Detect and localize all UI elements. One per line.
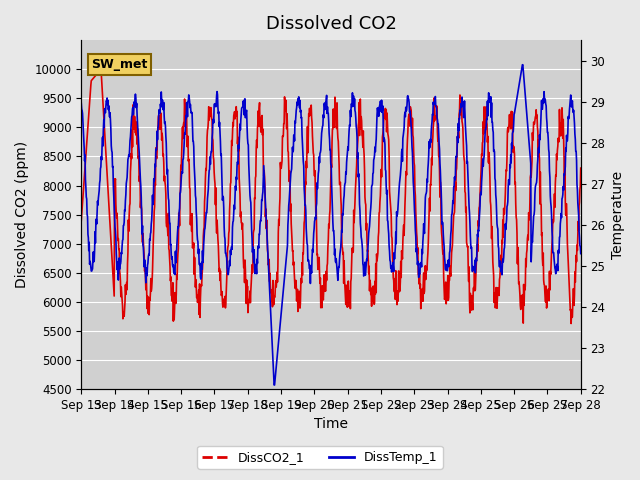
DissTemp_1	[294, 99, 302, 105]
DissTemp_1	[518, 62, 526, 68]
DissCO2_1	[246, 288, 254, 294]
DissTemp_1	[270, 382, 278, 388]
X-axis label: Time: Time	[314, 418, 348, 432]
DissCO2_1	[144, 310, 152, 316]
Y-axis label: Dissolved CO2 (ppm): Dissolved CO2 (ppm)	[15, 141, 29, 288]
DissCO2_1	[351, 210, 358, 216]
DissCO2_1	[97, 67, 105, 72]
DissTemp_1	[77, 100, 85, 106]
DissTemp_1	[246, 180, 253, 186]
DissCO2_1	[567, 321, 575, 326]
DissCO2_1	[77, 217, 85, 223]
Line: DissTemp_1: DissTemp_1	[81, 65, 580, 385]
DissTemp_1	[351, 96, 358, 101]
DissTemp_1	[161, 123, 169, 129]
Legend: DissCO2_1, DissTemp_1: DissCO2_1, DissTemp_1	[197, 446, 443, 469]
DissTemp_1	[143, 263, 151, 268]
Y-axis label: Temperature: Temperature	[611, 170, 625, 259]
DissCO2_1	[340, 258, 348, 264]
DissCO2_1	[577, 165, 584, 171]
DissTemp_1	[577, 251, 584, 256]
Text: SW_met: SW_met	[92, 58, 148, 71]
Title: Dissolved CO2: Dissolved CO2	[266, 15, 396, 33]
Line: DissCO2_1: DissCO2_1	[81, 70, 580, 324]
DissCO2_1	[294, 289, 302, 295]
DissCO2_1	[162, 191, 170, 197]
DissTemp_1	[340, 192, 348, 198]
